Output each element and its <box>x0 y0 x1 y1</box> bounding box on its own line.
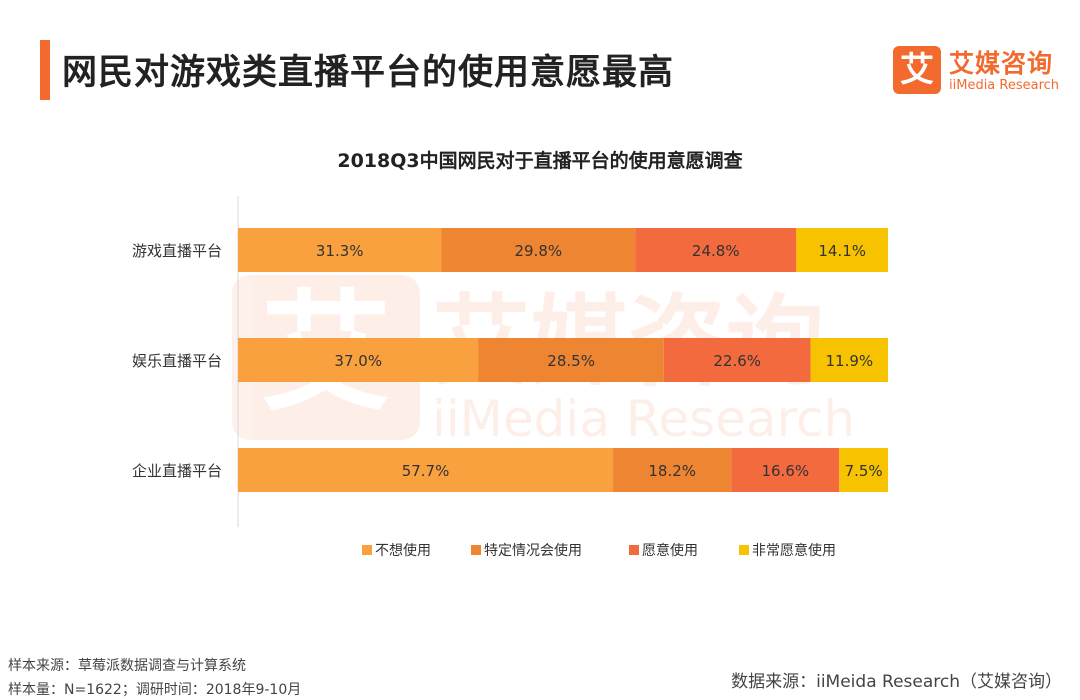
data-source: 数据来源：iiMeida Research（艾媒咨询） <box>731 672 1062 692</box>
legend-swatch <box>739 545 749 555</box>
watermark-en: iiMedia Research <box>432 390 855 448</box>
bar-group: 31.3% 29.8% 24.8% 14.1% 37.0% 28.5% 22.6% 11.9%… <box>238 228 888 492</box>
data-label: 29.8% <box>514 242 562 260</box>
data-label: 16.6% <box>761 462 809 480</box>
category-label: 娱乐直播平台 <box>132 352 222 370</box>
bar-segment <box>613 448 732 492</box>
category-label: 游戏直播平台 <box>132 242 222 260</box>
footnote-sample-size: 样本量：N=1622；调研时间：2018年9-10月 <box>8 682 302 698</box>
legend-label: 特定情况会使用 <box>484 542 582 559</box>
data-label: 57.7% <box>402 462 450 480</box>
footnote-sample-source: 样本来源：草莓派数据调查与计算系统 <box>8 658 246 674</box>
chart-title: 2018Q3中国网民对于直播平台的使用意愿调查 <box>337 150 743 172</box>
bar-segment <box>635 228 797 272</box>
legend-swatch <box>629 545 639 555</box>
bar-segment <box>839 448 888 492</box>
legend: 不想使用 特定情况会使用 愿意使用 非常愿意使用 <box>362 542 836 559</box>
bar-segment <box>731 448 840 492</box>
data-label: 14.1% <box>818 242 866 260</box>
legend-label: 愿意使用 <box>642 542 698 559</box>
bar-segment <box>238 228 442 272</box>
logo-mark: 艾 <box>893 46 941 94</box>
logo-name-en: iiMedia Research <box>949 78 1060 93</box>
bar-segment <box>238 338 479 382</box>
category-label: 企业直播平台 <box>132 462 222 480</box>
legend-label: 不想使用 <box>375 542 431 559</box>
data-label: 28.5% <box>547 352 595 370</box>
legend-swatch <box>471 545 481 555</box>
bar-segment <box>441 228 636 272</box>
data-label: 22.6% <box>713 352 761 370</box>
bar-segment <box>810 338 888 382</box>
page-title: 网民对游戏类直播平台的使用意愿最高 <box>62 53 675 93</box>
data-label: 24.8% <box>692 242 740 260</box>
bar-segment <box>796 228 888 272</box>
logo-name-cn: 艾媒咨询 <box>949 49 1054 78</box>
legend-label: 非常愿意使用 <box>752 542 836 559</box>
bar-segment <box>478 338 664 382</box>
iimedia-logo: 艾 艾媒咨询 iiMedia Research <box>893 44 1063 98</box>
data-label: 11.9% <box>825 352 873 370</box>
data-label: 37.0% <box>334 352 382 370</box>
legend-swatch <box>362 545 372 555</box>
bar-segment <box>238 448 614 492</box>
data-label: 31.3% <box>316 242 364 260</box>
title-accent-bar <box>40 40 50 100</box>
data-label: 18.2% <box>648 462 696 480</box>
bar-segment <box>663 338 811 382</box>
data-label: 7.5% <box>845 462 883 480</box>
